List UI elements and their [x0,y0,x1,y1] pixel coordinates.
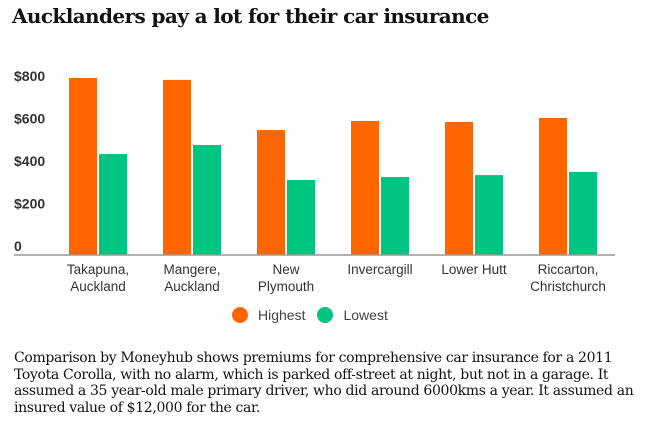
x-category-label-line: Riccarton, [538,262,599,277]
bar-lowest [569,171,597,255]
x-category-label-line: Christchurch [530,279,606,294]
x-category-label-line: Plymouth [258,279,314,294]
y-tick-label: 0 [14,238,22,254]
x-category-label-line: Lower Hutt [441,262,507,277]
x-category-label: Riccarton, Christchurch [530,262,606,294]
x-category-label: Invercargill [347,262,412,277]
bar-lowest [99,154,127,255]
y-tick-label: $200 [14,196,45,212]
bar-lowest [475,175,503,255]
legend-swatch-lowest [317,307,334,323]
legend: Highest Lowest [232,307,400,323]
bars [69,77,597,256]
legend-item-lowest: Lowest [317,307,388,323]
bar-highest [539,117,567,255]
x-category-label-line: Mangere, [163,262,220,277]
bar-lowest [287,179,315,255]
x-category-label: Mangere, Auckland [163,262,220,294]
legend-label-highest: Highest [258,307,306,323]
bar-lowest [193,144,221,255]
bar-highest [257,130,285,255]
y-tick-label: $400 [14,153,45,169]
x-category-label: Takapuna, Auckland [67,262,129,294]
y-tick-label: $600 [14,111,45,127]
y-axis-ticks: 0 $200 $400 $600 $800 [14,68,45,254]
x-axis-labels: Takapuna, Auckland Mangere, Auckland New Plym… [67,262,606,294]
bar-highest [163,79,191,256]
legend-swatch-highest [232,307,248,323]
legend-item-highest: Highest [232,307,305,323]
bar-highest [445,121,473,255]
x-category-label-line: New [272,262,299,277]
x-category-label-line: Auckland [70,279,126,294]
x-category-label-line: Auckland [164,279,220,294]
bar-highest [351,120,379,255]
bar-highest [69,77,97,255]
legend-label-lowest: Lowest [343,307,388,323]
x-category-label-line: Takapuna, [67,262,129,277]
bar-lowest [381,177,409,255]
y-tick-label: $800 [14,68,45,84]
x-category-label: New Plymouth [258,262,314,294]
chart-title: Aucklanders pay a lot for their car insu… [12,4,489,28]
caption: Comparison by Moneyhub shows premiums fo… [14,350,634,416]
bar-chart: 0$200$400$600$800 Takapuna, AucklandMange… [14,68,615,294]
x-category-label-line: Invercargill [347,262,412,277]
x-category-label: Lower Hutt [441,262,507,277]
